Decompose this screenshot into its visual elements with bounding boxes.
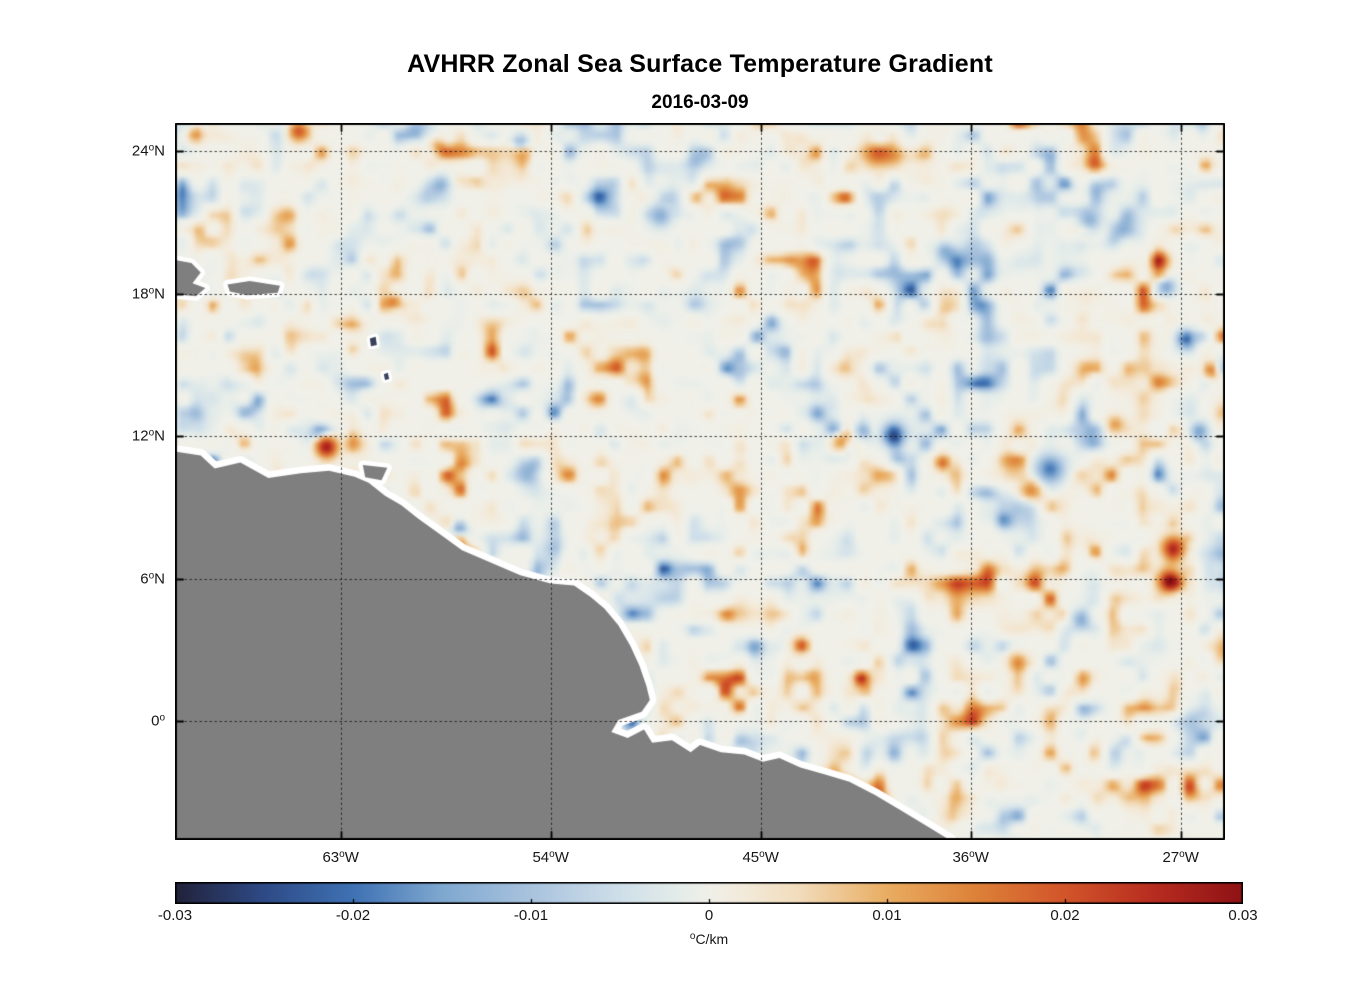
degree-superscript: o xyxy=(339,849,345,860)
colorbar-tick-label: -0.02 xyxy=(335,907,371,924)
y-axis-tick-label: 0o xyxy=(151,712,165,730)
x-axis-tick-label: 54oW xyxy=(532,849,569,866)
y-axis-tick-label: 18oN xyxy=(131,285,165,303)
degree-superscript: o xyxy=(148,142,155,154)
x-axis-tick-label: 36oW xyxy=(952,849,989,866)
degree-superscript: o xyxy=(148,570,155,582)
y-axis-tick-label: 24oN xyxy=(131,142,165,160)
degree-superscript: o xyxy=(1179,849,1185,860)
y-axis-tick-label: 12oN xyxy=(131,427,165,445)
colorbar-tick-label: 0.03 xyxy=(1228,907,1258,924)
degree-superscript: o xyxy=(549,849,555,860)
degree-superscript: o xyxy=(759,849,765,860)
colorbar-tick-label: 0.02 xyxy=(1050,907,1080,924)
degree-superscript: o xyxy=(159,712,165,724)
colorbar-tick-label: -0.03 xyxy=(157,907,193,924)
degree-superscript: o xyxy=(689,931,696,942)
x-axis-tick-label: 45oW xyxy=(742,849,779,866)
colorbar-tick-label: 0.01 xyxy=(872,907,902,924)
colorbar xyxy=(175,882,1243,904)
x-axis-tick-label: 27oW xyxy=(1162,849,1199,866)
degree-superscript: o xyxy=(148,427,155,439)
x-axis-tick-label: 63oW xyxy=(322,849,359,866)
colorbar-tick-label: -0.01 xyxy=(513,907,549,924)
y-axis-tick-label: 6oN xyxy=(140,570,165,588)
colorbar-unit-label: oC/km xyxy=(689,931,729,947)
colorbar-tick-label: 0 xyxy=(704,907,714,924)
degree-superscript: o xyxy=(969,849,975,860)
chart-date-subtitle: 2016-03-09 xyxy=(651,92,749,113)
sst-gradient-map xyxy=(175,123,1225,840)
chart-title: AVHRR Zonal Sea Surface Temperature Grad… xyxy=(407,50,993,78)
degree-superscript: o xyxy=(148,285,155,297)
